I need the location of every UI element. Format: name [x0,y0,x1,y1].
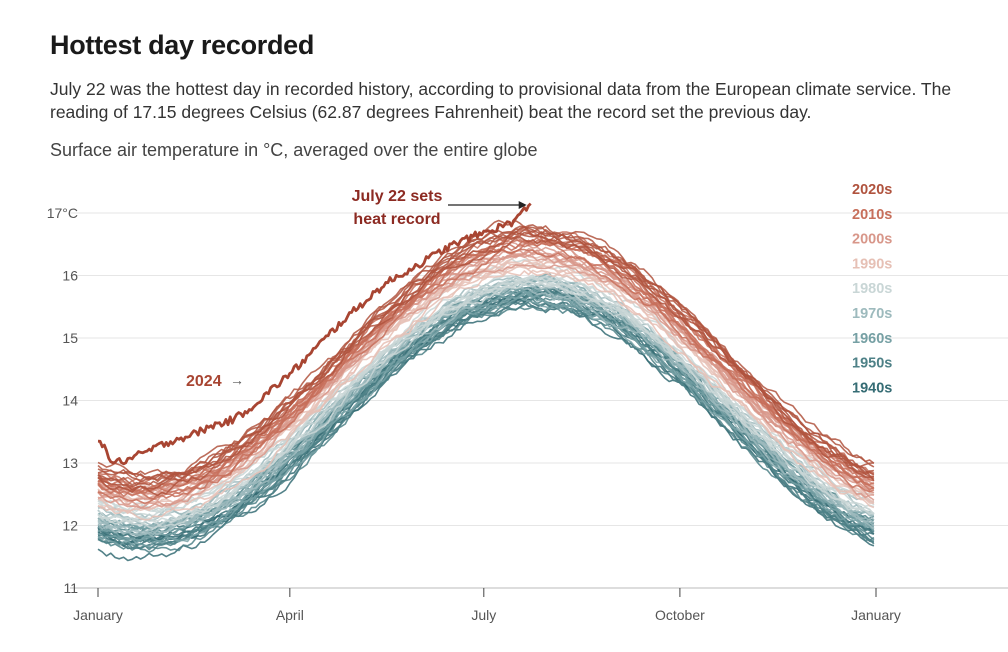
chart-title: Hottest day recorded [50,30,315,60]
legend-2010s: 2010s [852,207,892,223]
legend-1990s: 1990s [852,256,892,272]
legend-2000s: 2000s [852,232,892,248]
series-2024 [97,202,532,466]
y-tick-label: 14 [62,393,78,409]
x-tick-label: January [851,607,901,623]
legend-1980s: 1980s [852,281,892,297]
legend-1950s: 1950s [852,356,892,372]
label-2024: 2024 [186,373,222,390]
record-arrow-head [518,201,527,209]
y-axis: 11 12 13 14 15 16 17°C [47,205,78,596]
x-tick-label: July [471,607,496,623]
x-tick-label: October [655,607,705,623]
decade-line-1960s [97,290,874,537]
legend-1940s: 1940s [852,380,892,396]
y-tick-label: 11 [63,580,78,596]
y-tick-label: 17°C [47,205,78,221]
chart-description: July 22 was the hottest day in recorded … [50,79,952,122]
chart-subtitle: Surface air temperature in °C, averaged … [50,140,538,160]
y-tick-label: 15 [62,330,78,346]
legend-1970s: 1970s [852,306,892,322]
decade-line-1980s [97,274,875,514]
decade-line-1980s [97,278,875,516]
y-tick-label: 12 [62,518,78,534]
decade-line-2000s [97,240,875,510]
decade-lines [97,219,875,562]
decade-line-2010s [97,228,875,505]
x-tick-label: January [73,607,123,623]
legend-2020s: 2020s [852,182,892,198]
annotations: July 22 sets heat record 2024 → [186,188,527,390]
x-tick-label: April [276,607,304,623]
y-tick-label: 16 [62,268,78,284]
decade-line-1980s [97,280,875,523]
record-annotation-line2: heat record [353,211,440,228]
y-tick-label: 13 [62,455,78,471]
decade-line-2020s [97,225,875,497]
legend-1960s: 1960s [852,331,892,347]
decade-line-1980s [97,274,875,530]
decade-legend: 2020s 2010s 2000s 1990s 1980s 1970s 1960s 1950s… [852,182,892,396]
label-2024-arrow: → [230,372,244,388]
decade-line-2020s [97,225,875,494]
record-annotation-line1: July 22 sets [352,188,443,205]
x-axis: January April July October January [73,588,901,623]
line-2024 [97,202,532,466]
decade-line-1990s [97,263,875,515]
decade-line-1960s [97,291,875,547]
decade-line-2020s [97,219,875,488]
